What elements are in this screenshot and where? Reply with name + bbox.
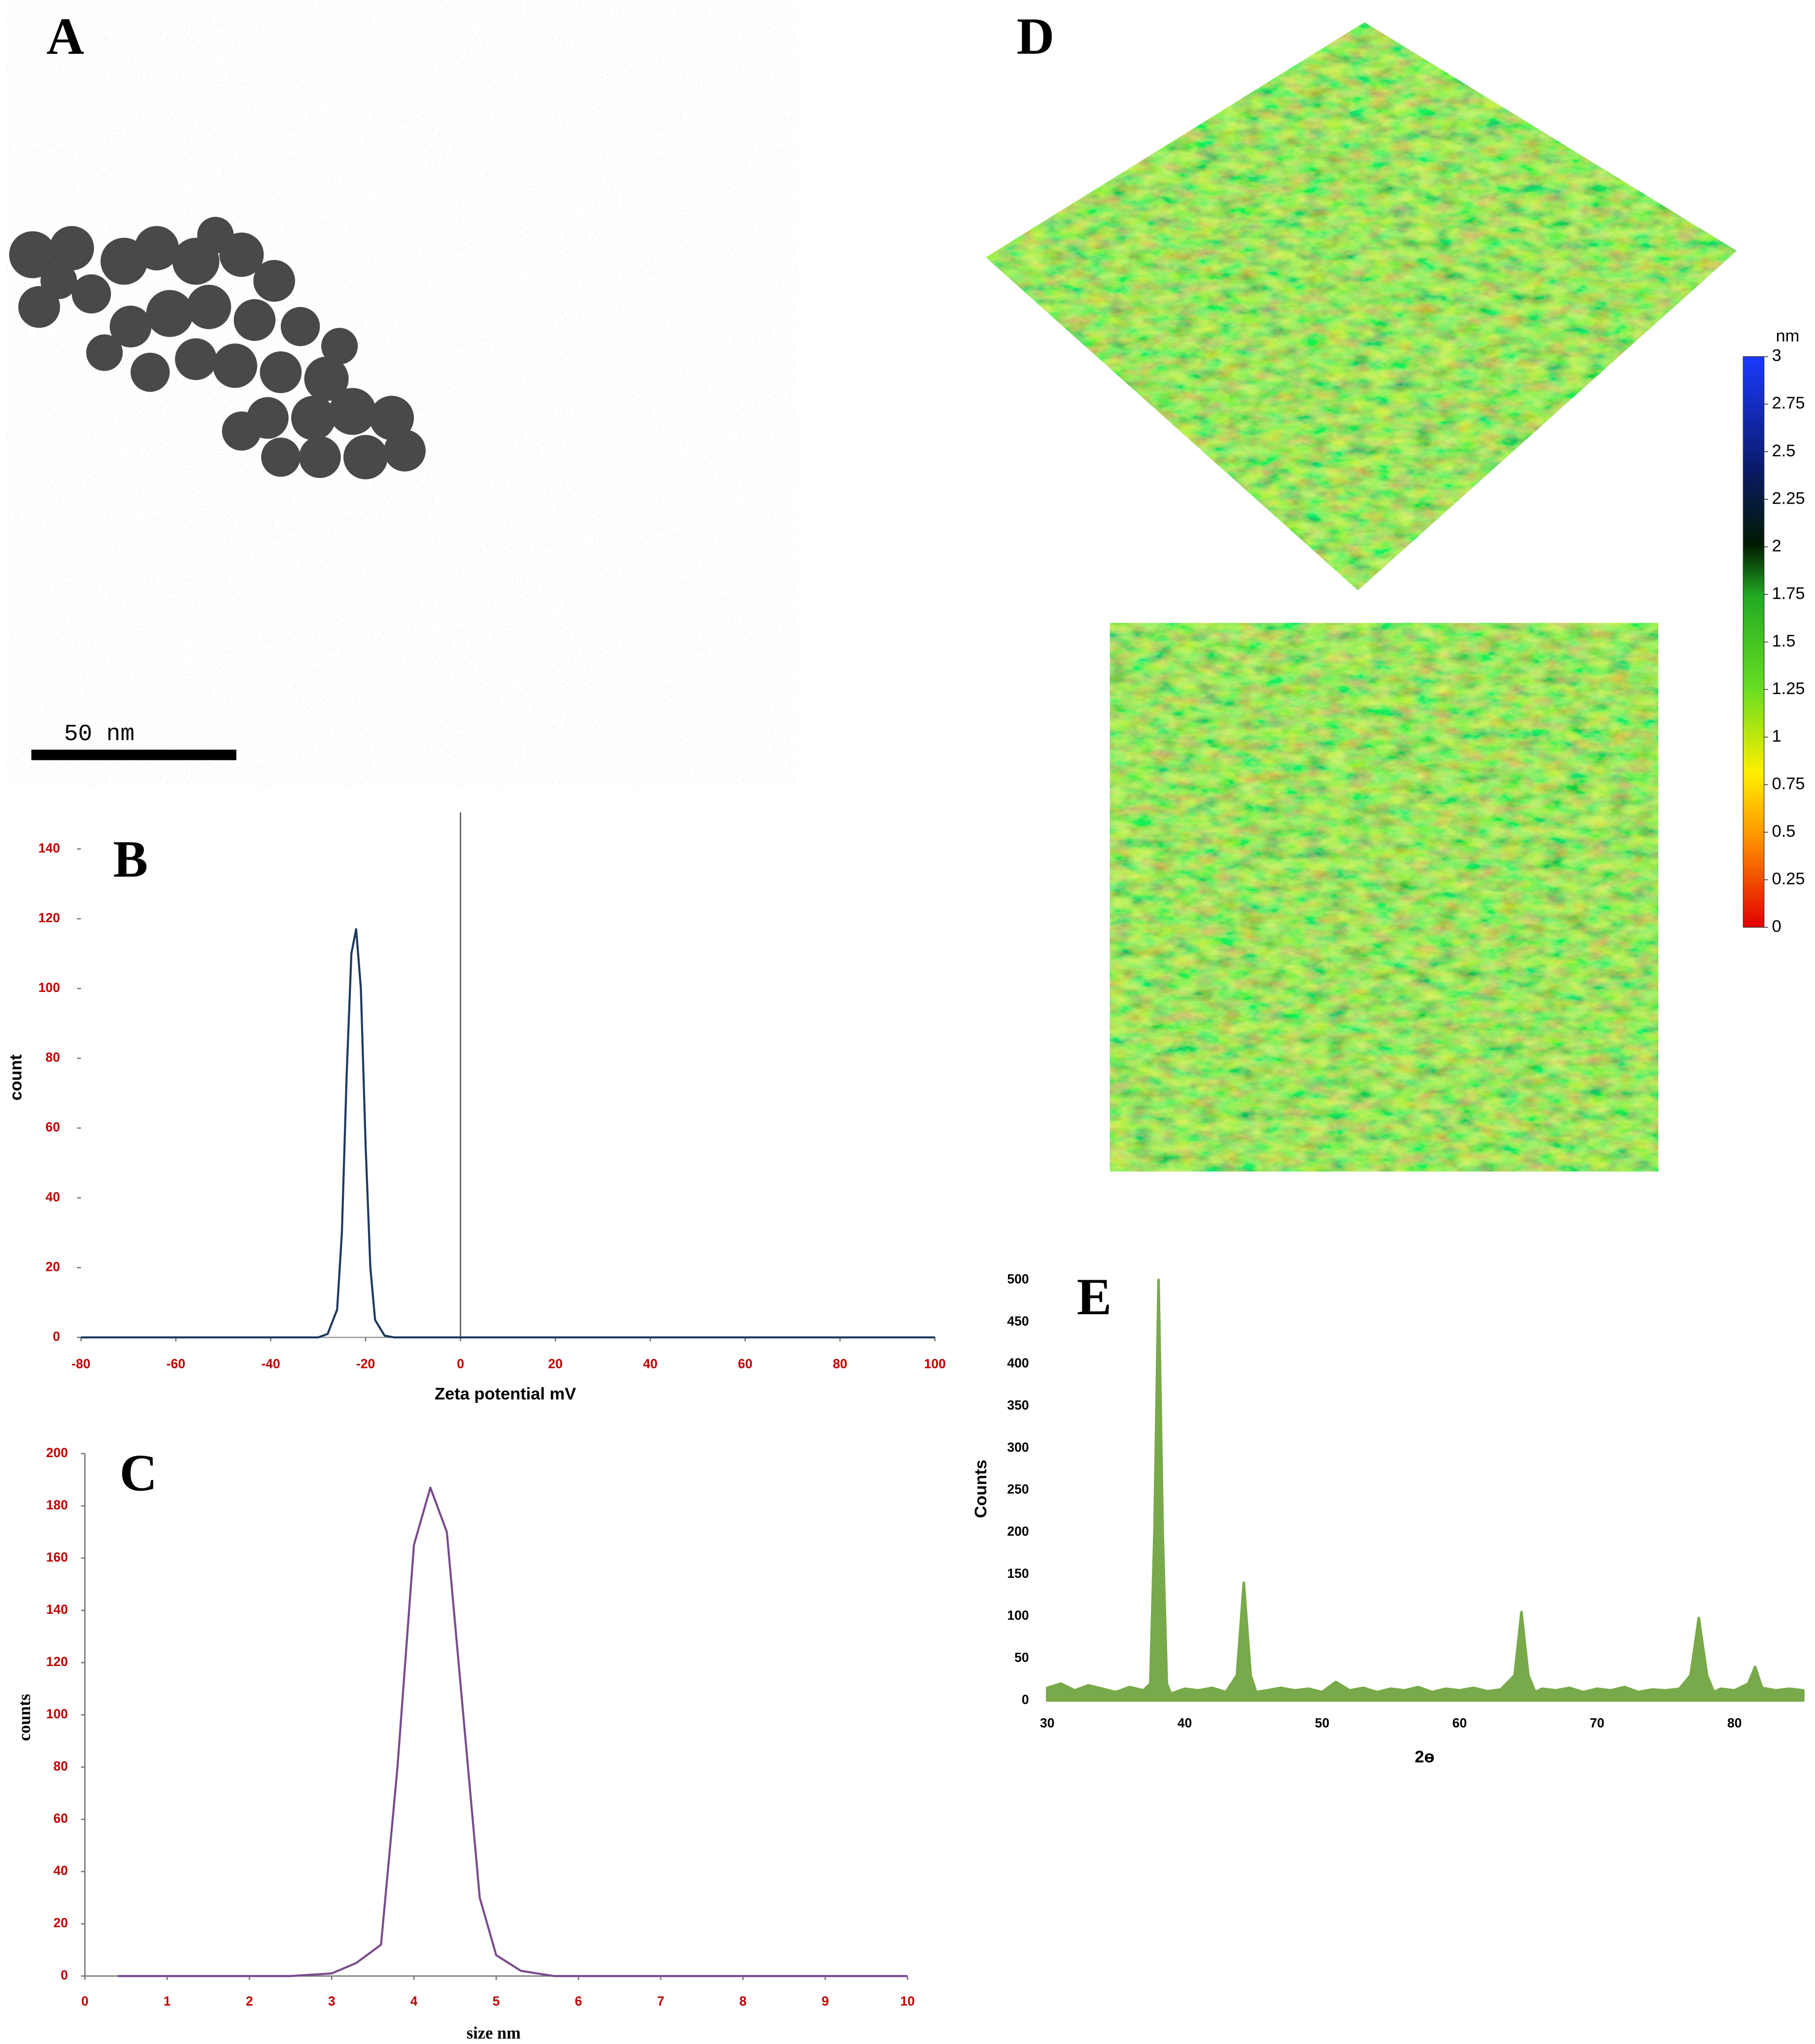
colorbar-tick-label: 0: [1772, 917, 1781, 936]
y-tick-label: 100: [38, 980, 60, 995]
x-tick-label: 80: [1727, 1716, 1742, 1731]
x-axis-label: 2ɵ: [1414, 1748, 1434, 1767]
x-tick-label: 4: [410, 1994, 418, 2009]
y-tick-label: 120: [46, 1654, 68, 1669]
x-tick-label: 40: [1177, 1716, 1192, 1731]
x-tick-label: 3: [328, 1994, 336, 2009]
y-tick-label: 400: [1007, 1356, 1029, 1370]
x-tick-label: 9: [822, 1994, 829, 2009]
x-tick-label: 60: [738, 1357, 752, 1371]
y-axis-label: count: [7, 1054, 26, 1100]
colorbar-tick-label: 1.25: [1772, 679, 1805, 698]
colorbar-tick-label: 1.75: [1772, 584, 1805, 603]
y-tick-label: 80: [53, 1759, 67, 1773]
panel-label: C: [120, 1444, 158, 1502]
colorbar-tick-label: 0.75: [1772, 774, 1805, 793]
y-tick-label: 450: [1007, 1314, 1029, 1329]
panel-label: D: [1016, 7, 1054, 65]
colorbar-tick-label: 0.25: [1772, 869, 1805, 888]
x-tick-label: 40: [643, 1357, 657, 1371]
y-tick-label: 140: [46, 1602, 68, 1617]
colorbar-tick-label: 1: [1772, 727, 1781, 746]
area: [1045, 1278, 1805, 1702]
y-tick-label: 0: [53, 1329, 60, 1344]
scale-bar-label: 50 nm: [64, 721, 134, 748]
x-tick-label: 8: [739, 1994, 747, 2009]
x-tick-label: 10: [900, 1994, 914, 2009]
panel-label: A: [46, 7, 84, 65]
y-tick-label: 120: [38, 910, 60, 925]
x-tick-label: 0: [457, 1357, 464, 1371]
colorbar-tick-label: 2.5: [1772, 442, 1796, 460]
y-tick-label: 150: [1007, 1566, 1029, 1581]
x-tick-label: 60: [1452, 1716, 1467, 1731]
y-tick-label: 60: [53, 1811, 67, 1826]
y-tick-label: 200: [46, 1445, 68, 1460]
x-axis-label: Zeta potential mV: [435, 1385, 576, 1403]
x-axis-label: size nm: [467, 2024, 521, 2043]
colorbar-unit: nm: [1776, 327, 1799, 345]
x-tick-label: -80: [71, 1357, 90, 1371]
x-tick-label: 1: [164, 1994, 171, 2009]
panel-label: E: [1077, 1268, 1112, 1326]
x-tick-label: 20: [548, 1357, 563, 1371]
x-tick-label: 100: [924, 1357, 946, 1371]
y-tick-label: 350: [1007, 1397, 1029, 1412]
y-tick-label: 0: [1022, 1692, 1029, 1707]
colorbar-tick-label: 2.25: [1772, 489, 1805, 508]
colorbar: [1743, 356, 1765, 928]
y-tick-label: 160: [46, 1550, 68, 1565]
y-tick-label: 200: [1007, 1524, 1029, 1538]
y-tick-label: 20: [45, 1259, 60, 1274]
afm-2d: [1109, 623, 1658, 1172]
y-axis-label: counts: [15, 1694, 34, 1741]
x-tick-label: 2: [246, 1994, 253, 2009]
y-tick-label: 100: [46, 1706, 68, 1721]
x-tick-label: 70: [1590, 1716, 1604, 1731]
y-tick-label: 100: [1007, 1608, 1029, 1623]
colorbar-tick-label: 3: [1772, 346, 1781, 365]
colorbar-tick-label: 2: [1772, 537, 1781, 555]
x-tick-label: 80: [833, 1357, 847, 1371]
y-tick-label: 140: [38, 841, 60, 855]
x-tick-label: -60: [167, 1357, 185, 1371]
x-tick-label: 6: [575, 1994, 582, 2009]
x-tick-label: 5: [493, 1994, 500, 2009]
y-tick-label: 250: [1007, 1482, 1029, 1497]
y-tick-label: 40: [45, 1190, 60, 1204]
colorbar-tick-label: 2.75: [1772, 394, 1805, 412]
y-tick-label: 300: [1007, 1440, 1029, 1455]
x-tick-label: -20: [356, 1357, 375, 1371]
y-tick-label: 40: [53, 1863, 67, 1878]
y-tick-label: 0: [61, 1968, 68, 1982]
y-tick-label: 20: [53, 1915, 67, 1930]
y-tick-label: 500: [1007, 1271, 1029, 1286]
line: [118, 1486, 908, 1977]
y-tick-label: 80: [45, 1050, 60, 1065]
y-axis-label: Counts: [972, 1460, 990, 1518]
x-tick-label: 30: [1040, 1716, 1054, 1731]
colorbar-tick-label: 1.5: [1772, 632, 1796, 650]
colorbar-tick-label: 0.5: [1772, 822, 1796, 841]
line: [81, 928, 935, 1339]
x-tick-label: -40: [261, 1357, 280, 1371]
x-tick-label: 50: [1315, 1716, 1329, 1731]
x-tick-label: 0: [81, 1994, 89, 2009]
x-tick-label: 7: [657, 1994, 665, 2009]
y-tick-label: 50: [1014, 1650, 1029, 1665]
tem-image: [6, 0, 797, 786]
panel-label: B: [113, 830, 148, 888]
afm-3d: [986, 22, 1737, 591]
y-tick-label: 60: [45, 1120, 60, 1134]
y-tick-label: 180: [46, 1498, 68, 1512]
